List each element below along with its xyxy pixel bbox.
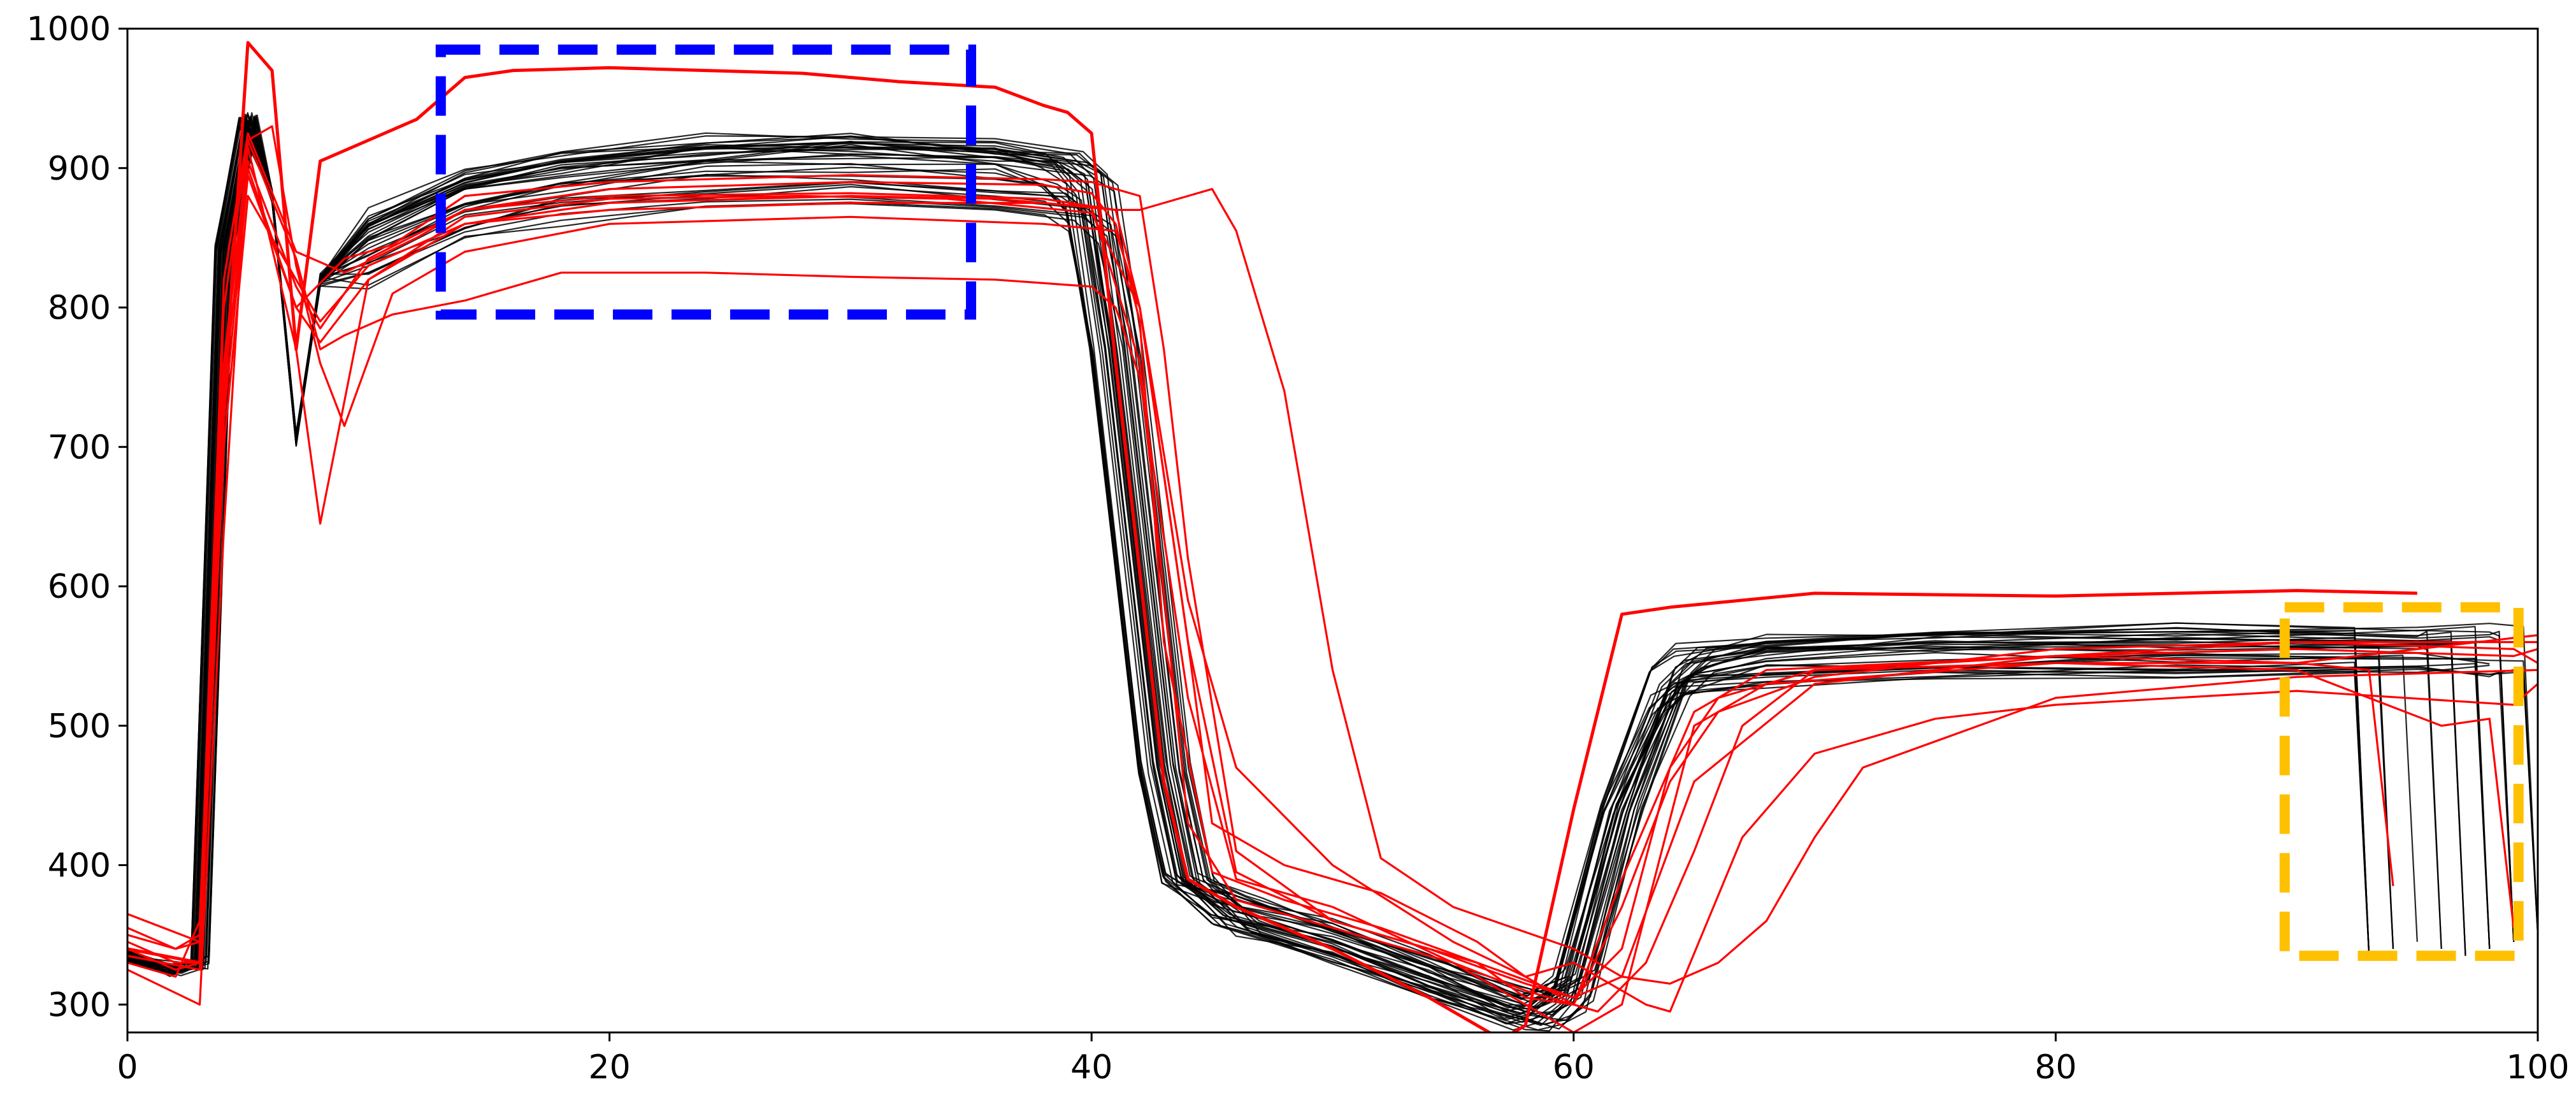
normal-series-line — [127, 124, 2491, 995]
y-tick-label: 1000 — [27, 10, 111, 48]
x-tick-label: 60 — [1553, 1048, 1595, 1087]
y-axis: 300 400 500 600 700 800 900 1000 — [27, 10, 127, 1024]
normal-series-line — [127, 115, 2490, 1032]
normal-series-line — [127, 121, 2491, 999]
normal-series-line — [127, 125, 2515, 1020]
annotation-layer — [435, 44, 2524, 961]
anomalous-series-line — [127, 41, 2417, 1032]
normal-series-line — [127, 112, 2442, 1001]
normal-series-line — [127, 116, 2490, 1012]
y-tick-label: 400 — [48, 847, 111, 885]
normal-series-line — [127, 120, 2466, 1030]
x-tick-label: 40 — [1070, 1048, 1112, 1087]
series-layer — [127, 41, 2538, 1032]
normal-series-line — [127, 118, 2515, 1009]
x-tick-label: 20 — [589, 1048, 631, 1087]
normal-series-line — [127, 117, 2515, 1020]
normal-series-line — [127, 119, 2538, 1026]
y-tick-label: 700 — [48, 428, 111, 467]
x-tick-label: 0 — [117, 1048, 138, 1087]
normal-series-line — [127, 125, 2370, 1031]
normal-series-line — [127, 112, 2370, 1022]
normal-series-line — [127, 121, 2418, 994]
y-tick-label: 500 — [48, 707, 111, 746]
plateau-highlight-box — [435, 44, 977, 320]
y-tick-label: 900 — [48, 150, 111, 188]
plot-area-frame — [126, 27, 2539, 1034]
x-axis: 0 20 40 60 80 100 — [117, 1032, 2570, 1087]
x-tick-label: 100 — [2506, 1048, 2569, 1087]
x-tick-label: 80 — [2034, 1048, 2076, 1087]
normal-series-line — [127, 117, 2538, 1000]
y-tick-label: 300 — [48, 986, 111, 1024]
normal-series-line — [127, 125, 2466, 1025]
normal-series-line — [127, 120, 2394, 1025]
normal-series-line — [127, 115, 2490, 992]
anomalous-series-line — [127, 160, 2515, 999]
anomalous-series-line — [127, 139, 2538, 1032]
anomalous-series-line — [127, 125, 2538, 1013]
normal-series-line — [127, 120, 2538, 1025]
anomalous-series-line — [127, 194, 2394, 1006]
normal-series-line — [127, 117, 2491, 1010]
normal-series-line — [127, 118, 2466, 997]
anomalous-series-line — [127, 132, 2538, 1006]
normal-series-line — [127, 117, 2490, 1015]
y-tick-label: 800 — [48, 289, 111, 328]
anomalous-series-line — [127, 174, 2538, 985]
normal-series-line — [127, 114, 2370, 1016]
anomalous-series-line — [127, 146, 2538, 1013]
y-tick-label: 600 — [48, 568, 111, 606]
